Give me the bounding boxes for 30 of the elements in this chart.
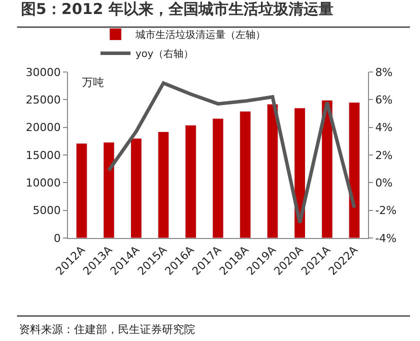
legend-label: yoy（右轴） xyxy=(136,48,194,60)
legend-label: 城市生活垃圾清运量（左轴） xyxy=(134,29,266,42)
y2-tick-label: 6% xyxy=(375,94,393,107)
y-axis-title: 万吨 xyxy=(82,76,104,89)
y2-tick-label: 2% xyxy=(375,148,393,162)
bar xyxy=(212,118,224,238)
bar xyxy=(76,143,88,238)
bar xyxy=(266,104,278,238)
y-tick-label: 0 xyxy=(54,232,61,245)
bar xyxy=(130,138,142,238)
bar xyxy=(348,102,360,238)
y2-tick-label: -2% xyxy=(375,204,397,218)
bar xyxy=(185,124,196,238)
y-tick-label: 15000 xyxy=(26,148,61,162)
y2-tick-label: 8% xyxy=(375,66,393,79)
bar xyxy=(321,100,333,238)
text: 资料来源：住建部，民生证券研究院 xyxy=(19,323,195,336)
y2-tick-label: -4% xyxy=(375,232,397,245)
y2-tick-label: 4% xyxy=(375,121,393,134)
y-tick-label: 20000 xyxy=(26,121,61,134)
bar xyxy=(158,132,170,238)
chart-title: 图5：2012 年以来，全国城市生活垃圾清运量 xyxy=(21,0,334,18)
y2-tick-label: 0% xyxy=(375,176,393,190)
y-tick-label: 5000 xyxy=(32,204,61,218)
y-tick-label: 30000 xyxy=(26,66,61,79)
bar xyxy=(240,111,251,238)
bar xyxy=(103,142,115,238)
y-tick-label: 10000 xyxy=(26,176,61,190)
line-series xyxy=(107,81,356,225)
y-tick-label: 25000 xyxy=(26,94,61,107)
